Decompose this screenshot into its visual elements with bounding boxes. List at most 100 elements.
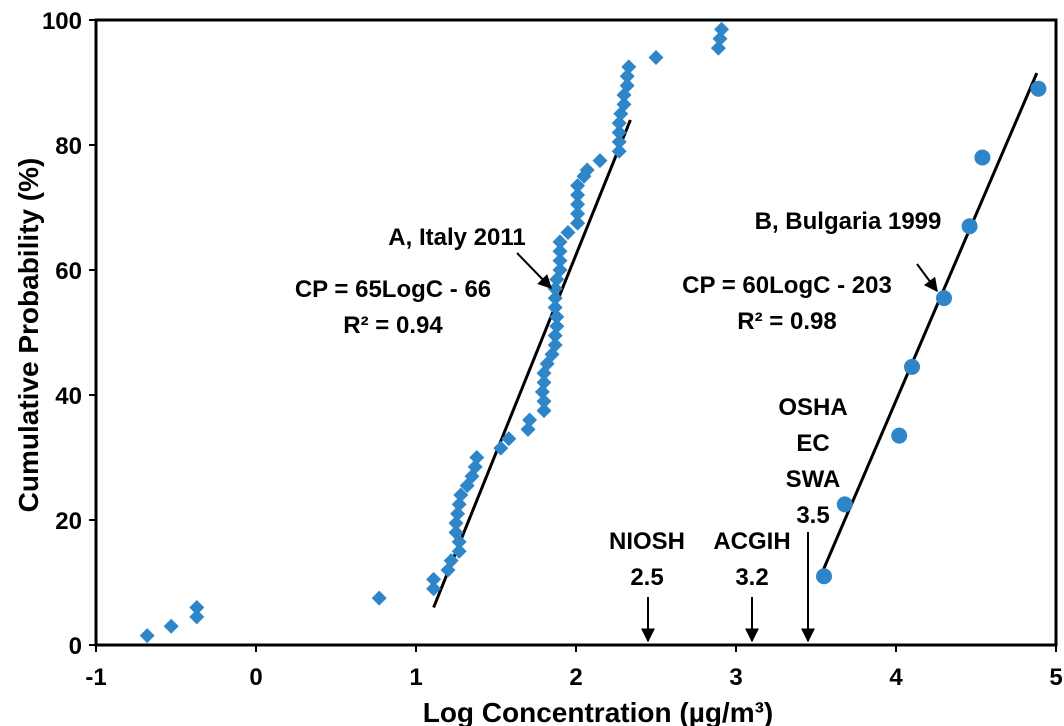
circle-point [816, 568, 832, 585]
x-tick-label: 1 [409, 664, 422, 691]
diamond-point [616, 96, 632, 112]
diamond-point [189, 609, 205, 625]
diamond-point [469, 450, 485, 465]
bulgaria-arrow [916, 263, 938, 293]
circle-point [1030, 80, 1047, 97]
diamond-point [451, 543, 467, 559]
diamond-point [552, 262, 568, 278]
annotation-text: CP = 60LogC - 203 [682, 272, 892, 299]
y-tick-label: 20 [55, 508, 82, 535]
y-tick-label: 60 [55, 258, 82, 285]
diamond-point [611, 125, 627, 140]
diamond-point [467, 459, 483, 475]
annotation-text: 2.5 [630, 564, 663, 591]
y-tick-label: 100 [42, 8, 82, 35]
diamond-point [493, 440, 509, 456]
diamond-point [547, 300, 563, 315]
plot-area [94, 18, 1058, 647]
data-points [139, 21, 1047, 644]
diamond-point [648, 50, 664, 65]
annotation-text: OSHA [778, 394, 847, 421]
diamond-point [448, 525, 464, 540]
diamond-point [570, 196, 586, 212]
diamond-point [189, 600, 205, 615]
diamond-point [570, 178, 586, 194]
diamond-point [451, 496, 467, 512]
annotation-text: R² = 0.98 [737, 308, 836, 335]
diamond-point [163, 618, 179, 634]
diamond-point [592, 153, 608, 169]
diamond-point [549, 318, 565, 334]
diamond-point [712, 31, 728, 47]
annotation-text: SWA [786, 466, 841, 493]
annotation-text: 3.2 [735, 564, 768, 591]
diamond-point [579, 162, 595, 178]
diamond-point [547, 328, 563, 344]
x-tick-label: 4 [889, 664, 903, 691]
annotation-text: EC [796, 430, 829, 457]
trendline [432, 119, 632, 609]
diamond-point [534, 384, 550, 400]
diamond-point [552, 243, 568, 259]
annotation-text: R² = 0.94 [343, 312, 443, 339]
diamond-point [570, 187, 586, 203]
diamond-point [621, 59, 637, 75]
x-tick-label: 2 [569, 664, 582, 691]
diamond-point [619, 68, 635, 84]
circle-point [961, 218, 978, 235]
diamond-point [501, 431, 517, 447]
diamond-point [536, 403, 552, 419]
diamond-point [611, 143, 627, 159]
diamond-point [552, 253, 568, 269]
diamond-point [570, 206, 586, 222]
annotation-text: CP = 65LogC - 66 [295, 276, 491, 303]
annotation-text: A, Italy 2011 [388, 224, 525, 251]
x-tick-label: -1 [85, 664, 106, 691]
y-tick-label: 40 [55, 383, 82, 410]
circle-point [936, 290, 952, 307]
diamond-point [450, 506, 466, 522]
diamond-point [611, 115, 627, 131]
plot-border [94, 18, 1058, 647]
annotation-arrows [516, 252, 938, 643]
diamond-point [522, 412, 538, 428]
diamond-point [714, 21, 730, 37]
diamond-point [426, 571, 442, 587]
x-tick-label: 5 [1049, 664, 1062, 691]
x-tick-label: 0 [249, 664, 262, 691]
y-tick-label: 0 [69, 633, 82, 660]
diamond-point [448, 515, 464, 531]
diamond-point [552, 234, 568, 250]
trendlines [432, 72, 1039, 609]
diamond-point [710, 40, 726, 56]
diamond-point [549, 309, 565, 325]
circle-point [904, 358, 920, 375]
diamond-point [547, 290, 563, 306]
diamond-point [611, 134, 627, 150]
y-tick-label: 80 [55, 133, 82, 160]
diamond-point [536, 393, 552, 409]
italy-arrow [516, 252, 552, 290]
x-axis-title: Log Concentration (µg/m³) [423, 697, 774, 726]
circle-point [836, 496, 853, 513]
annotations: A, Italy 2011 CP = 65LogC - 66 R² = 0.94 B,… [295, 208, 942, 591]
diamond-point [453, 487, 469, 503]
annotation-text: ACGIH [713, 528, 790, 555]
diamond-point [139, 628, 155, 644]
diamond-point [520, 421, 536, 437]
diamond-point [536, 375, 552, 390]
diamond-point [547, 337, 563, 353]
annotation-text: 3.5 [796, 502, 829, 529]
diamond-point [443, 553, 459, 569]
diamond-point [426, 581, 442, 597]
trendline [817, 72, 1039, 580]
diamond-point [570, 215, 586, 231]
diamond-point [619, 78, 635, 94]
annotation-text: B, Bulgaria 1999 [755, 208, 942, 235]
circle-point [974, 149, 991, 166]
diamond-point [371, 590, 387, 606]
diamond-point [560, 225, 576, 240]
annotation-text: NIOSH [609, 528, 685, 555]
x-tick-label: 3 [729, 664, 742, 691]
